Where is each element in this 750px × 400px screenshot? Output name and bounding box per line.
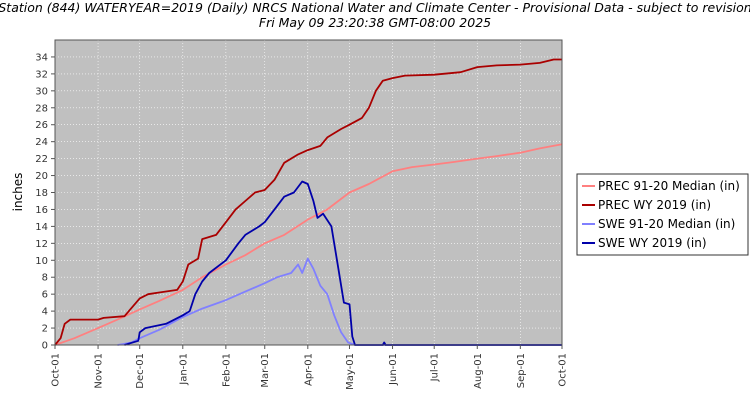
y-tick-label: 32 — [35, 69, 48, 80]
y-tick-label: 30 — [35, 86, 48, 97]
legend-box — [576, 173, 749, 256]
x-tick-label: Jun-01 — [388, 353, 399, 386]
series-line-3 — [124, 180, 562, 346]
x-tick-label: Nov-01 — [94, 353, 105, 389]
x-tick-label: Mar-01 — [260, 353, 271, 388]
y-tick-label: 8 — [42, 273, 48, 284]
y-tick-label: 12 — [35, 239, 48, 250]
chart-title: Station (844) WATERYEAR=2019 (Daily) NRC… — [0, 0, 750, 15]
x-tick-label: Sep-01 — [516, 353, 527, 388]
x-tick-label: Oct-01 — [558, 353, 569, 387]
y-tick-label: 24 — [35, 137, 48, 148]
series-line-1 — [54, 58, 562, 346]
x-tick-label: Dec-01 — [135, 353, 146, 389]
x-tick-label: Jan-01 — [178, 353, 189, 386]
legend-label-2: SWE 91-20 Median (in) — [598, 217, 735, 231]
y-tick-label: 28 — [35, 103, 48, 114]
y-tick-label: 20 — [35, 171, 48, 182]
y-tick-label: 14 — [35, 222, 48, 233]
plot-area — [55, 40, 562, 345]
series-line-2 — [117, 257, 562, 346]
x-tick-label: May-01 — [345, 353, 356, 390]
x-tick-label: Apr-01 — [303, 353, 314, 386]
x-tick-label: Feb-01 — [221, 353, 232, 387]
chart-subtitle: Fri May 09 23:20:38 GMT-08:00 2025 — [259, 15, 491, 30]
x-tick-label: Aug-01 — [473, 353, 484, 389]
y-tick-label: 16 — [35, 205, 48, 216]
series-line-0 — [54, 143, 563, 346]
legend-label-1: PREC WY 2019 (in) — [598, 198, 711, 212]
legend: PREC 91-20 Median (in) PREC WY 2019 (in) S… — [576, 173, 749, 256]
y-axis-label: inches — [11, 173, 25, 212]
legend-label-3: SWE WY 2019 (in) — [598, 236, 707, 250]
y-tick-label: 34 — [35, 52, 48, 63]
y-tick-label: 4 — [42, 307, 48, 318]
legend-label-0: PREC 91-20 Median (in) — [598, 179, 740, 193]
x-tick-label: Oct-01 — [51, 353, 62, 387]
y-tick-label: 0 — [42, 341, 48, 352]
y-tick-label: 6 — [42, 290, 48, 301]
y-tick-label: 10 — [35, 256, 48, 267]
y-tick-label: 2 — [42, 324, 48, 335]
y-tick-label: 22 — [35, 154, 48, 165]
series-lines — [54, 58, 563, 346]
grid-lines — [54, 40, 563, 346]
x-axis: Oct-01 Nov-01 Dec-01 Jan-01 Feb-01 Mar-01 Apr-… — [51, 345, 569, 390]
y-tick-label: 26 — [35, 120, 48, 131]
y-tick-label: 18 — [35, 188, 48, 199]
x-tick-label: Jul-01 — [430, 353, 441, 382]
